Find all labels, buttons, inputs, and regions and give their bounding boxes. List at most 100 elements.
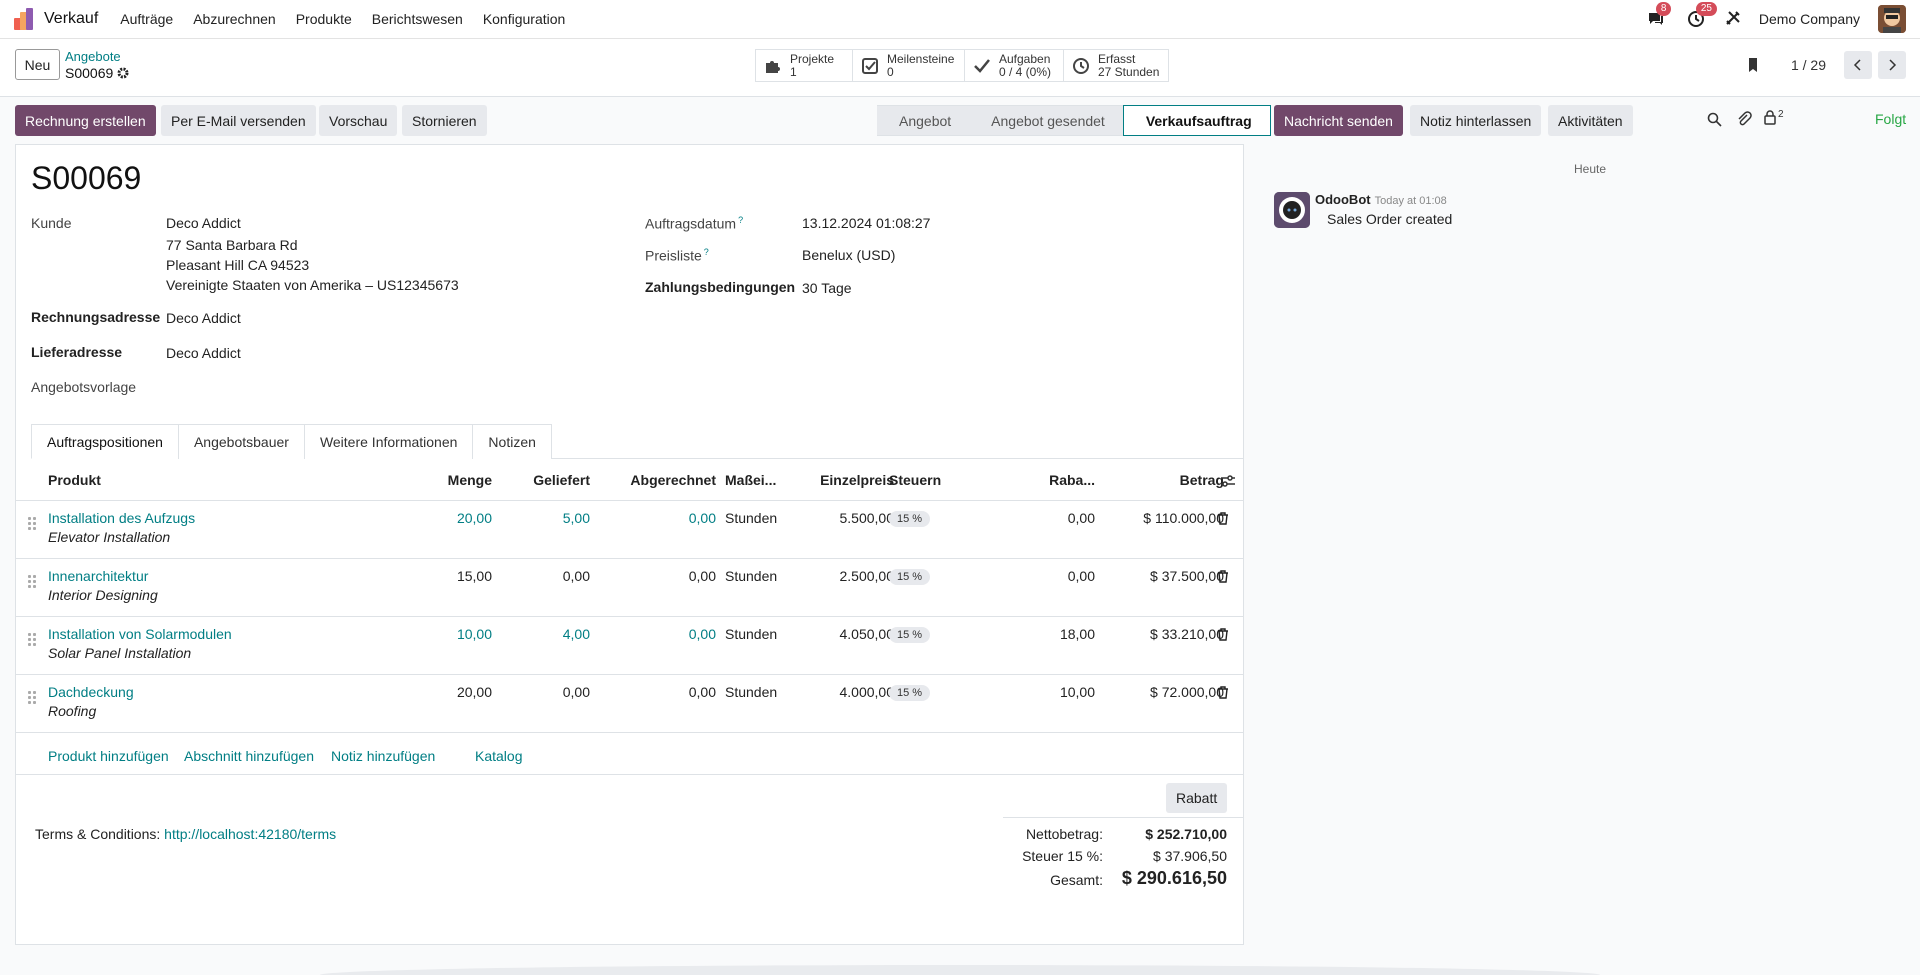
log-note-button[interactable]: Notiz hinterlassen: [1410, 105, 1542, 136]
gear-icon[interactable]: [117, 67, 129, 79]
trash-icon[interactable]: [1217, 686, 1229, 699]
followers-button[interactable]: 2: [1763, 109, 1784, 125]
row-invoiced[interactable]: 0,00: [688, 510, 716, 526]
menu-reporting[interactable]: Berichtswesen: [371, 11, 463, 27]
row-delivered[interactable]: 0,00: [562, 568, 590, 584]
app-name[interactable]: Verkauf: [44, 10, 99, 27]
cancel-button[interactable]: Stornieren: [402, 105, 487, 136]
row-invoiced[interactable]: 0,00: [688, 626, 716, 642]
table-row[interactable]: Installation des Aufzugs Elevator Instal…: [16, 501, 1243, 559]
invoice-address-field[interactable]: Deco Addict: [166, 310, 241, 326]
row-quantity[interactable]: 10,00: [456, 626, 492, 642]
pricelist-field[interactable]: Benelux (USD): [802, 247, 896, 263]
row-quantity[interactable]: 20,00: [456, 684, 492, 700]
row-discount[interactable]: 0,00: [1067, 510, 1095, 526]
drag-handle-icon[interactable]: [28, 691, 36, 705]
column-unit-price[interactable]: Einzelpreis: [820, 472, 894, 488]
author-name[interactable]: OdooBot: [1315, 192, 1371, 207]
smart-button-projects[interactable]: Projekte 1: [755, 49, 853, 82]
row-uom[interactable]: Stunden: [725, 568, 778, 584]
breadcrumb-parent[interactable]: Angebote: [65, 49, 121, 64]
column-amount[interactable]: Betrag: [1179, 472, 1224, 488]
row-invoiced[interactable]: 0,00: [688, 568, 716, 584]
row-tax-badge[interactable]: 15 %: [889, 627, 931, 643]
status-quotation[interactable]: Angebot: [877, 105, 970, 136]
row-delivered[interactable]: 5,00: [562, 510, 590, 526]
smart-button-milestones[interactable]: Meilensteine 0: [852, 49, 965, 82]
menu-to-invoice[interactable]: Abzurechnen: [193, 11, 276, 27]
follow-button[interactable]: Folgt: [1875, 111, 1907, 127]
column-invoiced[interactable]: Abgerechnet: [630, 472, 716, 488]
drag-handle-icon[interactable]: [28, 633, 36, 647]
table-row[interactable]: Dachdeckung Roofing 20,00 0,00 0,00 Stun…: [16, 675, 1243, 733]
smart-button-tasks[interactable]: Aufgaben 0 / 4 (0%): [964, 49, 1064, 82]
terms-link[interactable]: http://localhost:42180/terms: [164, 826, 337, 842]
row-tax-badge[interactable]: 15 %: [889, 569, 931, 585]
row-discount[interactable]: 0,00: [1067, 568, 1095, 584]
row-unit-price[interactable]: 4.050,00: [839, 626, 895, 642]
tab-quote-builder[interactable]: Angebotsbauer: [177, 424, 305, 459]
pager-previous-button[interactable]: [1844, 51, 1872, 79]
help-icon[interactable]: ?: [738, 215, 744, 225]
row-tax-badge[interactable]: 15 %: [889, 685, 931, 701]
column-quantity[interactable]: Menge: [447, 472, 492, 488]
pager-count[interactable]: 1 / 29: [1790, 57, 1826, 73]
row-product[interactable]: Installation von Solarmodulen: [48, 626, 232, 642]
delivery-address-field[interactable]: Deco Addict: [166, 345, 241, 361]
paperclip-icon[interactable]: [1736, 111, 1752, 127]
send-email-button[interactable]: Per E-Mail versenden: [161, 105, 316, 136]
add-note-link[interactable]: Notiz hinzufügen: [331, 748, 436, 764]
drag-handle-icon[interactable]: [28, 517, 36, 531]
add-section-link[interactable]: Abschnitt hinzufügen: [184, 748, 314, 764]
catalog-link[interactable]: Katalog: [475, 748, 523, 764]
order-date-field[interactable]: 13.12.2024 01:08:27: [802, 215, 931, 231]
table-row[interactable]: Installation von Solarmodulen Solar Pane…: [16, 617, 1243, 675]
add-product-link[interactable]: Produkt hinzufügen: [48, 748, 169, 764]
pager-next-button[interactable]: [1878, 51, 1906, 79]
messages-button[interactable]: 8: [1645, 2, 1672, 30]
trash-icon[interactable]: [1217, 628, 1229, 641]
row-uom[interactable]: Stunden: [725, 684, 778, 700]
status-quotation-sent[interactable]: Angebot gesendet: [969, 105, 1123, 136]
drag-handle-icon[interactable]: [28, 575, 36, 589]
menu-orders[interactable]: Aufträge: [120, 11, 174, 27]
activities-button[interactable]: Aktivitäten: [1548, 105, 1633, 136]
menu-configuration[interactable]: Konfiguration: [482, 11, 566, 27]
trash-icon[interactable]: [1217, 512, 1229, 525]
row-product[interactable]: Dachdeckung: [48, 684, 134, 700]
discount-button[interactable]: Rabatt: [1166, 783, 1228, 813]
row-discount[interactable]: 10,00: [1059, 684, 1095, 700]
company-switcher[interactable]: Demo Company: [1758, 11, 1860, 27]
row-unit-price[interactable]: 4.000,00: [839, 684, 895, 700]
send-message-button[interactable]: Nachricht senden: [1274, 105, 1403, 136]
user-avatar[interactable]: [1878, 5, 1906, 33]
tab-other-info[interactable]: Weitere Informationen: [303, 424, 474, 459]
status-sales-order[interactable]: Verkaufsauftrag: [1122, 105, 1271, 136]
tab-order-lines[interactable]: Auftragspositionen: [31, 424, 179, 459]
row-delivered[interactable]: 0,00: [562, 684, 590, 700]
row-uom[interactable]: Stunden: [725, 510, 778, 526]
search-icon[interactable]: [1707, 112, 1722, 127]
sales-app-icon[interactable]: [14, 8, 34, 30]
row-quantity[interactable]: 20,00: [456, 510, 492, 526]
row-quantity[interactable]: 15,00: [456, 568, 492, 584]
column-taxes[interactable]: Steuern: [889, 472, 942, 488]
customer-link[interactable]: Deco Addict: [166, 215, 241, 231]
row-unit-price[interactable]: 5.500,00: [839, 510, 895, 526]
help-icon[interactable]: ?: [703, 247, 709, 257]
row-invoiced[interactable]: 0,00: [688, 684, 716, 700]
menu-products[interactable]: Produkte: [295, 11, 352, 27]
activities-button[interactable]: 25: [1685, 2, 1717, 30]
bookmark-icon[interactable]: [1745, 57, 1761, 73]
smart-button-timesheets[interactable]: Erfasst 27 Stunden: [1063, 49, 1169, 82]
create-invoice-button[interactable]: Rechnung erstellen: [15, 105, 156, 136]
row-product[interactable]: Innenarchitektur: [48, 568, 149, 584]
column-discount[interactable]: Raba...: [1049, 472, 1095, 488]
tab-notes[interactable]: Notizen: [472, 424, 552, 459]
column-delivered[interactable]: Geliefert: [533, 472, 590, 488]
payment-terms-field[interactable]: 30 Tage: [802, 280, 852, 296]
table-row[interactable]: Innenarchitektur Interior Designing 15,0…: [16, 559, 1243, 617]
debug-tools-icon[interactable]: [1725, 10, 1741, 29]
row-uom[interactable]: Stunden: [725, 626, 778, 642]
row-product[interactable]: Installation des Aufzugs: [48, 510, 196, 526]
